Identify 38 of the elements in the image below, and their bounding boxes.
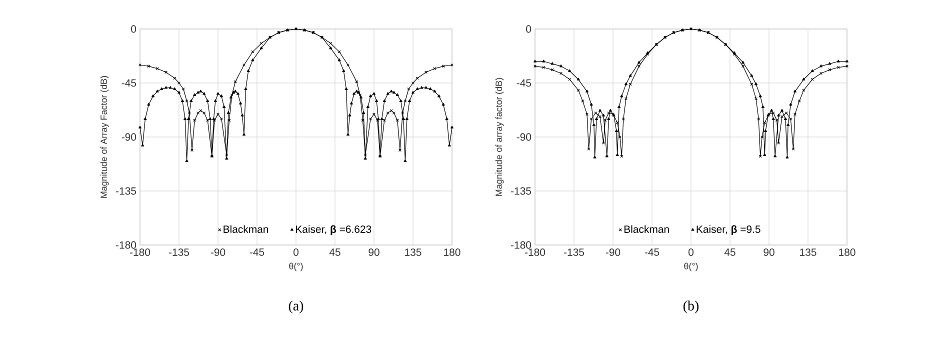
x-tick-label: -90 <box>210 248 226 256</box>
x-tick-label: -135 <box>169 248 190 256</box>
y-axis-title: Magnitude of array factor (dB) <box>495 78 504 196</box>
x-tick-label: 135 <box>405 248 422 256</box>
x-tick-label: 135 <box>800 248 816 256</box>
x-tick-label: -45 <box>250 248 264 256</box>
x-tick-label: -135 <box>564 248 584 256</box>
x-tick-label: 180 <box>444 248 460 256</box>
legend-label: Blackman <box>224 225 268 233</box>
x-tick-label: 90 <box>368 248 380 256</box>
y-tick-label: -45 <box>122 79 136 87</box>
x-tick-label: -45 <box>644 248 660 256</box>
x-tick-label: -90 <box>606 248 620 256</box>
y-tick-label: -45 <box>516 79 532 87</box>
x-tick-label: 0 <box>688 248 694 256</box>
legend-label: Kaiser, β =9.5 <box>696 225 760 236</box>
x-tick-label: 180 <box>839 248 856 256</box>
x-tick-label: 0 <box>294 248 298 256</box>
text: (b) <box>683 300 699 314</box>
legend-label: Blackman <box>624 225 669 233</box>
x-tick-label: 45 <box>329 248 340 256</box>
y-tick-label: -135 <box>116 187 136 195</box>
y-axis-title: Magnitude of Array Factor (dB) <box>100 76 109 198</box>
legend-label: Kaiser, β =6.623 <box>296 225 372 236</box>
x-tick-label: 90 <box>764 248 774 256</box>
y-tick-label: 0 <box>526 25 532 33</box>
y-tick-label: -180 <box>511 241 532 249</box>
y-tick-label: 0 <box>131 25 136 33</box>
x-axis-title: θ(°) <box>289 262 303 272</box>
y-tick-label: -180 <box>116 241 136 249</box>
x-tick-label: -180 <box>525 248 546 256</box>
y-tick-label: -90 <box>516 133 532 141</box>
text: (a) <box>288 300 304 314</box>
y-tick-label: -90 <box>122 133 136 141</box>
x-tick-label: 45 <box>724 248 736 256</box>
x-tick-label: -180 <box>130 248 150 256</box>
x-axis-title: θ(°) <box>684 262 698 272</box>
y-tick-label: -135 <box>511 187 532 195</box>
